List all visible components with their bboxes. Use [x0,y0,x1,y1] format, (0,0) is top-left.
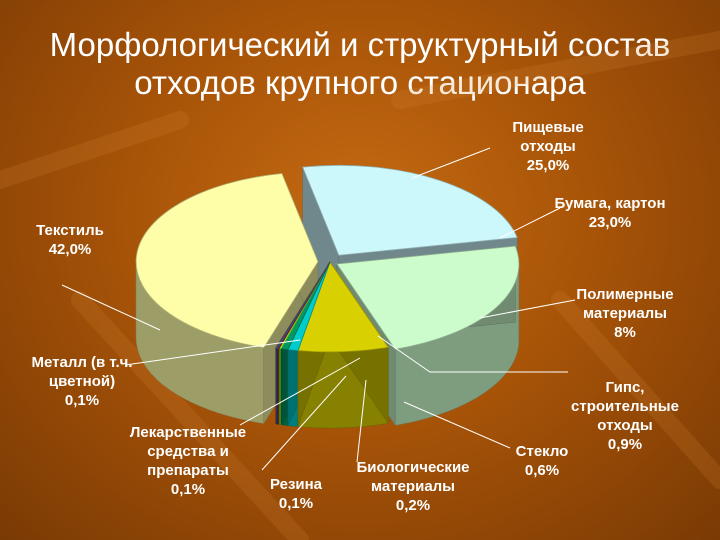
slice-label-8-line-0: Металл (в т.ч. [31,354,132,371]
slice-label-7-line-1: средства и [147,443,229,460]
slice-label-5-line-2: 0,2% [396,497,430,514]
slice-label-4-line-0: Стекло [516,443,569,460]
leader-line-8 [124,339,301,366]
background-decoration [0,31,720,540]
slice-label-6-line-1: 0,1% [279,495,313,512]
slice-label-0-line-1: отходы [520,138,575,155]
slice-label-3-line-1: строительные [571,398,679,415]
slice-top-8 [275,261,331,349]
slice-label-6-line-0: Резина [270,476,323,493]
pie-slices [135,164,520,429]
leader-line-9 [61,284,161,331]
slice-label-1-line-1: 23,0% [589,214,632,231]
slice-label-7-line-2: препараты [147,462,229,479]
slice-top-2 [297,261,389,353]
slice-label-6: Резина 0,1% [270,476,323,512]
slice-label-8-line-1: цветной) [49,373,115,390]
slice-label-3-line-3: 0,9% [608,436,642,453]
slice-label-2-line-1: материалы [583,305,667,322]
leader-line-6 [261,375,347,471]
slice-label-3: Гипс, строительные отходы 0,9% [571,379,679,453]
leader-line-1 [499,207,561,239]
slice-label-3-line-0: Гипс, [606,379,645,396]
title-line-2: отходов крупного стационара [134,64,586,101]
slice-label-4: Стекло 0,6% [516,443,569,479]
leader-line-3 [377,335,568,373]
slice-label-9-line-0: Текстиль [36,222,104,239]
slice-top-1 [336,245,520,350]
slice-top-9 [135,173,319,349]
slice-label-7: Лекарственные средства и препараты 0,1% [130,424,246,498]
slice-label-0: Пищевые отходы 25,0% [512,119,583,174]
chart-title: Морфологический и структурный состав отх… [0,26,720,102]
slice-label-7-line-0: Лекарственные [130,424,246,441]
slice-label-1-line-0: Бумага, картон [554,195,665,212]
leader-line-7 [239,357,361,426]
slice-label-7-line-3: 0,1% [171,481,205,498]
title-line-1: Морфологический и структурный состав [49,26,671,63]
leader-line-2 [479,299,576,319]
slice-label-1: Бумага, картон 23,0% [554,195,665,231]
slice-label-5: Биологические материалы 0,2% [356,459,469,514]
leader-line-4 [403,401,511,449]
slice-label-9: Текстиль 42,0% [36,222,104,258]
slice-label-2: Полимерные материалы 8% [576,286,673,341]
slice-label-3-line-2: отходы [597,417,652,434]
slice-label-2-line-0: Полимерные [576,286,673,303]
slice-label-2-line-2: 8% [614,324,636,341]
slice-label-5-line-1: материалы [371,478,455,495]
leader-lines [61,147,576,471]
slice-label-5-line-0: Биологические [356,459,469,476]
slice-top-0 [302,164,518,256]
slice-label-8-line-2: 0,1% [65,392,99,409]
slice-labels: Пищевые отходы 25,0% Бумага, картон 23,0% Пол… [31,119,678,514]
leader-line-5 [356,379,367,463]
slice-label-0-line-0: Пищевые [512,119,583,136]
slice-label-8: Металл (в т.ч. цветной) 0,1% [31,354,132,409]
slice-label-0-line-2: 25,0% [527,157,570,174]
slice-label-4-line-1: 0,6% [525,462,559,479]
slice-label-9-line-1: 42,0% [49,241,92,258]
leader-line-0 [411,147,491,179]
